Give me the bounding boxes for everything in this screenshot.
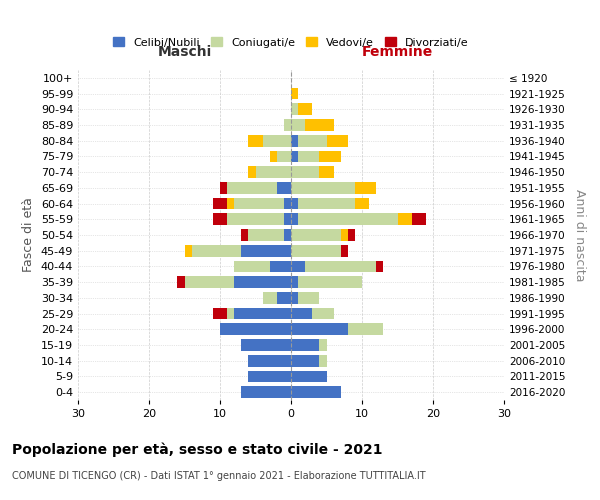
Bar	[234, 308, 291, 320]
Bar	[298, 198, 355, 209]
Bar	[398, 214, 412, 225]
Bar	[213, 198, 227, 209]
Bar	[291, 229, 341, 241]
Bar	[270, 260, 291, 272]
Bar	[241, 386, 291, 398]
Bar	[291, 119, 305, 131]
Bar	[291, 104, 298, 115]
Bar	[220, 324, 291, 335]
Bar	[319, 166, 334, 178]
Bar	[213, 308, 227, 320]
Bar	[291, 166, 319, 178]
Bar	[220, 182, 227, 194]
Text: COMUNE DI TICENGO (CR) - Dati ISTAT 1° gennaio 2021 - Elaborazione TUTTITALIA.IT: COMUNE DI TICENGO (CR) - Dati ISTAT 1° g…	[12, 471, 425, 481]
Bar	[291, 276, 298, 288]
Bar	[291, 324, 348, 335]
Bar	[241, 245, 291, 256]
Legend: Celibi/Nubili, Coniugati/e, Vedovi/e, Divorziati/e: Celibi/Nubili, Coniugati/e, Vedovi/e, Di…	[109, 32, 473, 52]
Bar	[305, 119, 334, 131]
Bar	[291, 292, 298, 304]
Bar	[227, 308, 234, 320]
Bar	[298, 292, 319, 304]
Bar	[291, 150, 298, 162]
Bar	[284, 229, 291, 241]
Bar	[248, 355, 291, 366]
Text: Femmine: Femmine	[362, 45, 433, 59]
Bar	[341, 245, 348, 256]
Bar	[291, 182, 355, 194]
Bar	[355, 182, 376, 194]
Bar	[291, 260, 305, 272]
Bar	[263, 292, 277, 304]
Bar	[341, 229, 348, 241]
Text: Popolazione per età, sesso e stato civile - 2021: Popolazione per età, sesso e stato civil…	[12, 442, 383, 457]
Bar	[291, 88, 298, 100]
Bar	[298, 150, 319, 162]
Bar	[248, 229, 284, 241]
Bar	[227, 198, 234, 209]
Y-axis label: Anni di nascita: Anni di nascita	[574, 188, 586, 281]
Bar	[185, 276, 234, 288]
Bar	[313, 308, 334, 320]
Bar	[291, 339, 319, 351]
Bar	[185, 245, 191, 256]
Bar	[277, 182, 291, 194]
Bar	[291, 245, 341, 256]
Bar	[291, 370, 326, 382]
Bar	[291, 135, 298, 146]
Bar	[234, 276, 291, 288]
Bar	[291, 308, 313, 320]
Bar	[284, 119, 291, 131]
Bar	[248, 370, 291, 382]
Bar	[178, 276, 185, 288]
Bar	[227, 214, 284, 225]
Bar	[319, 339, 326, 351]
Bar	[305, 260, 376, 272]
Bar	[248, 135, 263, 146]
Bar	[376, 260, 383, 272]
Bar	[270, 150, 277, 162]
Bar	[248, 166, 256, 178]
Bar	[227, 182, 277, 194]
Bar	[263, 135, 291, 146]
Bar	[191, 245, 241, 256]
Bar	[319, 150, 341, 162]
Bar	[234, 198, 284, 209]
Bar	[256, 166, 291, 178]
Y-axis label: Fasce di età: Fasce di età	[22, 198, 35, 272]
Bar	[355, 198, 369, 209]
Bar	[319, 355, 326, 366]
Bar	[298, 104, 313, 115]
Bar	[298, 135, 326, 146]
Bar	[348, 324, 383, 335]
Bar	[412, 214, 426, 225]
Bar	[298, 276, 362, 288]
Bar	[284, 198, 291, 209]
Text: Maschi: Maschi	[157, 45, 212, 59]
Bar	[298, 214, 398, 225]
Bar	[234, 260, 270, 272]
Bar	[291, 198, 298, 209]
Bar	[213, 214, 227, 225]
Bar	[241, 229, 248, 241]
Bar	[291, 214, 298, 225]
Bar	[291, 386, 341, 398]
Bar	[291, 355, 319, 366]
Bar	[284, 214, 291, 225]
Bar	[326, 135, 348, 146]
Bar	[277, 150, 291, 162]
Bar	[277, 292, 291, 304]
Bar	[348, 229, 355, 241]
Bar	[241, 339, 291, 351]
